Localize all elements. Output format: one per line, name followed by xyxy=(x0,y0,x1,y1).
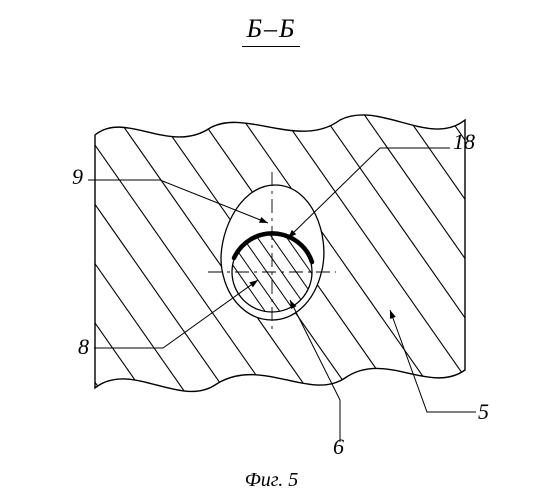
figure-caption: Фиг. 5 xyxy=(0,469,543,492)
label-5: 5 xyxy=(478,399,489,425)
leader-6 xyxy=(290,300,340,442)
leader-5 xyxy=(390,310,476,412)
label-8: 8 xyxy=(78,334,89,360)
label-9: 9 xyxy=(72,164,83,190)
figure-canvas: Б–Б 918865 Фиг. 5 xyxy=(0,0,543,500)
label-6: 6 xyxy=(333,434,344,460)
label-18: 18 xyxy=(453,129,475,155)
section-drawing xyxy=(0,0,543,500)
